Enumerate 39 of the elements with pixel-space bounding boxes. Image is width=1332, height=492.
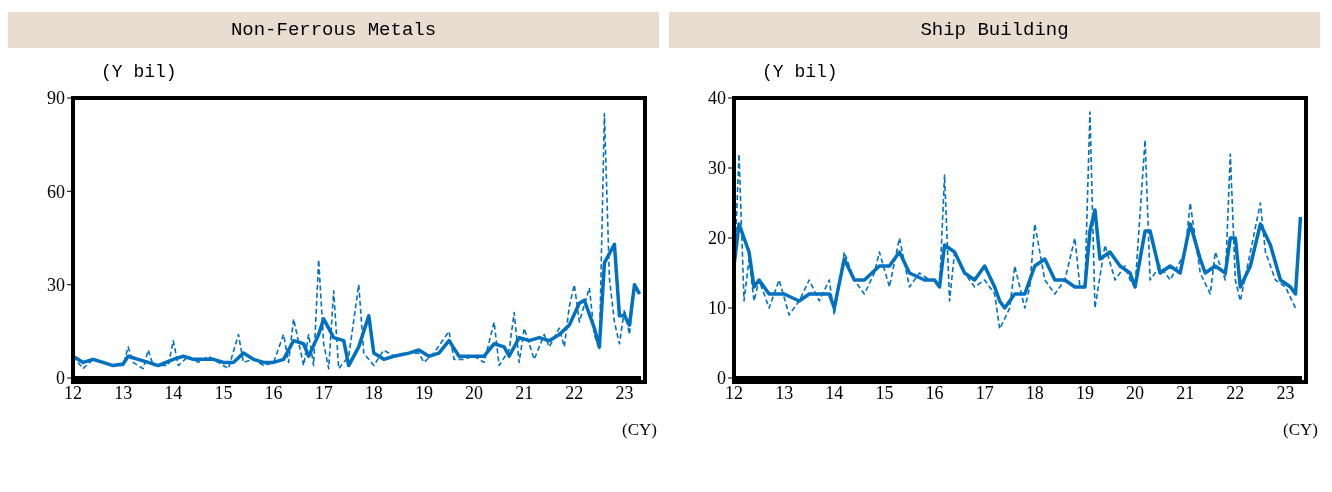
x-tick-label: 23 bbox=[1276, 382, 1295, 403]
chart-title: Ship Building bbox=[669, 12, 1320, 48]
x-axis-title: (CY) bbox=[622, 420, 657, 440]
y-tick-label: 0 bbox=[717, 368, 726, 389]
x-tick-label: 23 bbox=[615, 382, 634, 403]
y-axis-title: (Y bil) bbox=[762, 62, 838, 82]
x-tick-label: 16 bbox=[925, 382, 944, 403]
x-tick-label: 20 bbox=[465, 382, 484, 403]
x-tick-label: 19 bbox=[1075, 382, 1094, 403]
x-tick-label: 12 bbox=[64, 382, 82, 403]
x-axis-title: (CY) bbox=[1283, 420, 1318, 440]
x-tick-label: 14 bbox=[825, 382, 844, 403]
x-tick-label: 21 bbox=[515, 382, 534, 403]
y-tick-label: 60 bbox=[47, 181, 65, 202]
x-tick-label: 13 bbox=[775, 382, 794, 403]
y-tick-label: 10 bbox=[708, 298, 726, 319]
x-tick-label: 21 bbox=[1176, 382, 1195, 403]
y-tick-label: 20 bbox=[708, 228, 726, 249]
chart-title: Non-Ferrous Metals bbox=[8, 12, 659, 48]
y-tick-label: 90 bbox=[47, 88, 65, 109]
x-tick-label: 12 bbox=[725, 382, 743, 403]
x-tick-label: 16 bbox=[264, 382, 283, 403]
x-tick-label: 14 bbox=[164, 382, 183, 403]
y-tick-label: 40 bbox=[708, 88, 726, 109]
x-tick-label: 18 bbox=[364, 382, 383, 403]
x-tick-label: 15 bbox=[875, 382, 894, 403]
x-tick-label: 17 bbox=[314, 382, 333, 403]
y-axis-title: (Y bil) bbox=[101, 62, 177, 82]
x-tick-label: 20 bbox=[1126, 382, 1145, 403]
x-tick-label: 22 bbox=[565, 382, 584, 403]
y-tick-label: 30 bbox=[47, 275, 65, 296]
x-tick-label: 19 bbox=[414, 382, 433, 403]
x-tick-label: 13 bbox=[114, 382, 133, 403]
y-tick-label: 0 bbox=[56, 368, 65, 389]
y-tick-label: 30 bbox=[708, 158, 726, 179]
x-tick-label: 18 bbox=[1025, 382, 1044, 403]
x-tick-label: 15 bbox=[214, 382, 233, 403]
x-tick-label: 17 bbox=[975, 382, 994, 403]
x-tick-label: 22 bbox=[1226, 382, 1245, 403]
